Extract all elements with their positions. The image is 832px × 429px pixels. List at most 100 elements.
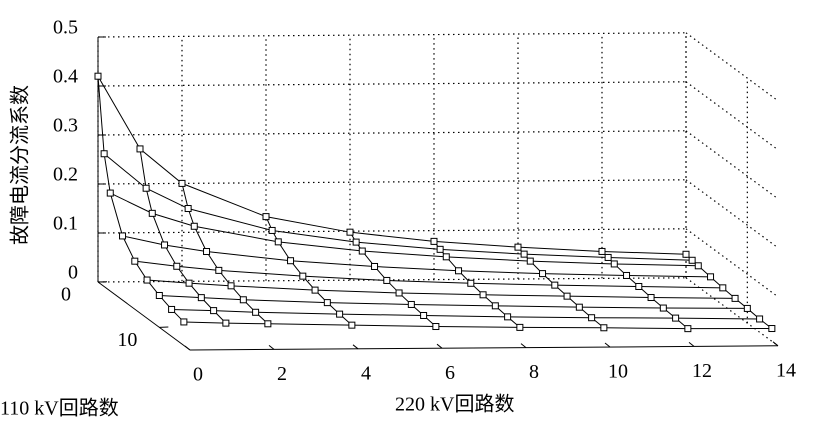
data-point (173, 262, 181, 270)
data-point (491, 302, 499, 310)
data-point (180, 318, 188, 326)
x-tick-label: 4 (361, 362, 371, 384)
data-point (178, 179, 186, 187)
x-tick (688, 342, 695, 347)
data-point (694, 262, 702, 270)
data-point (358, 247, 366, 255)
x-tick (772, 341, 779, 347)
data-point (142, 184, 150, 192)
x-tick-label: 8 (529, 361, 539, 383)
y-tick-label: 10 (117, 329, 137, 351)
data-point (184, 205, 192, 213)
data-point (383, 276, 391, 284)
data-point (707, 273, 715, 281)
data-point (514, 243, 522, 251)
data-point (262, 213, 270, 221)
data-point (185, 279, 193, 287)
data-point (264, 320, 272, 328)
data-point (731, 294, 739, 302)
mesh-row (103, 153, 693, 261)
data-point (161, 241, 169, 249)
data-point (768, 325, 776, 333)
data-point (575, 303, 583, 311)
data-point (520, 250, 528, 258)
x-tick (352, 344, 359, 350)
data-point (467, 279, 475, 287)
mesh-row (122, 235, 711, 278)
data-point (131, 257, 139, 265)
data-point (274, 238, 282, 246)
data-point (539, 270, 547, 278)
data-point (610, 260, 618, 268)
grid-line (685, 81, 779, 151)
y-tick-label: 0 (61, 284, 71, 306)
mesh-column (265, 216, 353, 326)
data-point (323, 299, 331, 307)
data-point (210, 307, 218, 315)
data-point (442, 253, 450, 261)
data-point (551, 281, 559, 289)
data-point (756, 315, 764, 323)
z-tick-label: 0.5 (53, 17, 78, 39)
data-point (215, 266, 223, 274)
data-point (623, 271, 631, 279)
data-point (227, 282, 235, 290)
data-point (268, 226, 276, 234)
x-axis-label: 220 kV回路数 (395, 393, 514, 416)
data-point (155, 291, 163, 299)
data-point (588, 314, 596, 322)
data-point (203, 248, 211, 256)
data-point (287, 257, 295, 265)
data-point (371, 262, 379, 270)
data-point (197, 294, 205, 302)
data-point (311, 286, 319, 294)
data-point (143, 276, 151, 284)
data-point (168, 305, 176, 313)
data-point (688, 256, 696, 264)
data-point (684, 325, 692, 333)
mesh-row (147, 279, 736, 299)
data-point (336, 310, 344, 318)
grid-line (97, 277, 687, 283)
data-point (526, 257, 534, 265)
data-point (346, 228, 354, 236)
x-tick-label: 12 (692, 360, 712, 382)
data-point (239, 296, 247, 304)
data-point (659, 304, 667, 312)
data-point (299, 272, 307, 280)
data-point (455, 267, 463, 275)
grid-line (685, 130, 779, 200)
data-point (222, 319, 230, 327)
grid-line (97, 81, 687, 87)
x-tick-label: 14 (776, 359, 796, 381)
data-point (604, 253, 612, 261)
grid-line (685, 228, 779, 298)
y-axis (97, 281, 191, 351)
grid-line (685, 277, 779, 347)
x-tick (520, 343, 527, 348)
data-point (190, 222, 198, 230)
data-point (430, 237, 438, 245)
grid-line (97, 179, 687, 185)
x-tick (604, 342, 611, 348)
data-point (563, 292, 571, 300)
data-point (600, 324, 608, 332)
z-tick-label: 0.2 (53, 164, 78, 186)
grid-line (97, 32, 687, 38)
y-axis-label: 110 kV回路数 (0, 397, 119, 420)
data-point (682, 250, 690, 258)
data-point (436, 245, 444, 253)
data-point (407, 300, 415, 308)
data-point (348, 321, 356, 329)
x-tick-label: 2 (277, 363, 287, 385)
x-tick (184, 345, 191, 351)
data-point (136, 145, 144, 153)
grid-line (97, 130, 687, 136)
data-point (395, 289, 403, 297)
x-tick (436, 343, 443, 349)
x-axis (189, 345, 779, 351)
data-point (100, 150, 108, 158)
grid-line (685, 179, 779, 249)
